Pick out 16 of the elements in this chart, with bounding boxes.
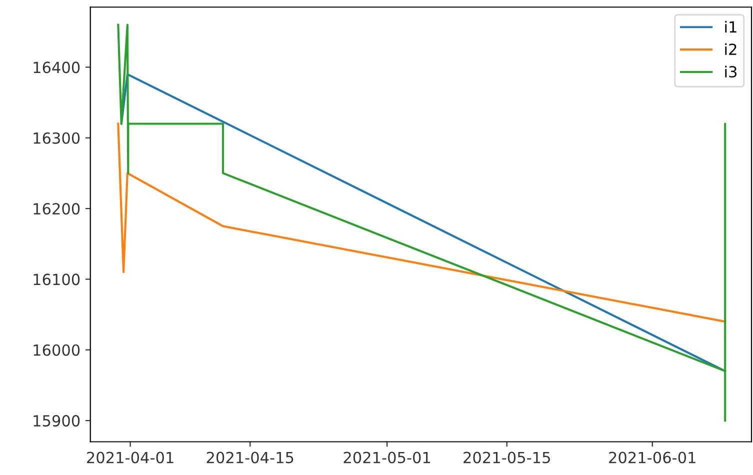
y-tick-label: 16300 bbox=[34, 132, 80, 144]
legend-label: i2 bbox=[725, 43, 736, 55]
legend-label: i1 bbox=[725, 20, 736, 32]
x-tick-label: 2021-04-01 bbox=[87, 452, 174, 464]
y-tick-label: 16100 bbox=[34, 274, 80, 286]
y-tick-label: 16200 bbox=[34, 203, 80, 215]
legend-label: i3 bbox=[725, 66, 737, 78]
line-series bbox=[117, 122, 726, 323]
x-tick-label: 2021-06-01 bbox=[609, 452, 696, 464]
x-tick-label: 2021-05-01 bbox=[344, 452, 430, 464]
x-tick-label: 2021-04-15 bbox=[206, 452, 294, 464]
x-tick-label: 2021-05-15 bbox=[464, 452, 550, 464]
y-tick-label: 16400 bbox=[34, 62, 80, 74]
y-tick-label: 16000 bbox=[34, 344, 80, 356]
y-tick-label: 15900 bbox=[34, 415, 80, 427]
line-series bbox=[117, 24, 726, 422]
